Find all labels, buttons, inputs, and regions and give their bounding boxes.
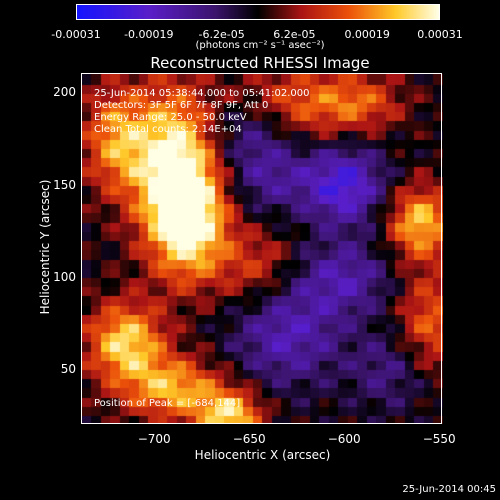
annotation-peak-position: Position of Peak = [-684,144] [94, 398, 241, 409]
heatmap-image [82, 74, 443, 424]
colorbar-tick-label: 0.00031 [417, 28, 463, 41]
y-axis-label: Heliocentric Y (arcsec) [38, 179, 52, 315]
colorbar-tick-label: -6.2e-05 [198, 28, 245, 41]
colorbar [76, 4, 440, 20]
x-tick-label: −700 [137, 432, 171, 446]
y-tick-label: 200 [53, 85, 76, 100]
plot-frame [81, 73, 442, 424]
x-tick-label: −650 [232, 432, 266, 446]
timestamp: 25-Jun-2014 00:45 [402, 484, 496, 495]
annotation-detectors: Detectors: 3F 5F 6F 7F 8F 9F, Att 0 [94, 100, 269, 111]
colorbar-tick-label: 6.2e-05 [273, 28, 316, 41]
colorbar-tick-label: -0.00019 [124, 28, 174, 41]
colorbar-units: (photons cm⁻² s⁻¹ asec⁻²) [195, 40, 325, 51]
y-tick-label: 50 [60, 361, 76, 376]
annotation-time-range: 25-Jun-2014 05:38:44.000 to 05:41:02.000 [94, 88, 310, 99]
x-tick-label: −550 [422, 432, 456, 446]
x-tick-label: −600 [327, 432, 361, 446]
annotation-clean: Clean Total counts: 2.14E+04 [94, 124, 242, 135]
y-tick-label: 100 [53, 269, 76, 284]
colorbar-tick-label: -0.00031 [51, 28, 101, 41]
y-tick-label: 150 [53, 177, 76, 192]
x-axis-label: Heliocentric X (arcsec) [194, 448, 331, 462]
chart-title: Reconstructed RHESSI Image [150, 54, 370, 72]
colorbar-tick-label: 0.00019 [344, 28, 390, 41]
annotation-energy: Energy Range: 25.0 - 50.0 keV [94, 112, 247, 123]
